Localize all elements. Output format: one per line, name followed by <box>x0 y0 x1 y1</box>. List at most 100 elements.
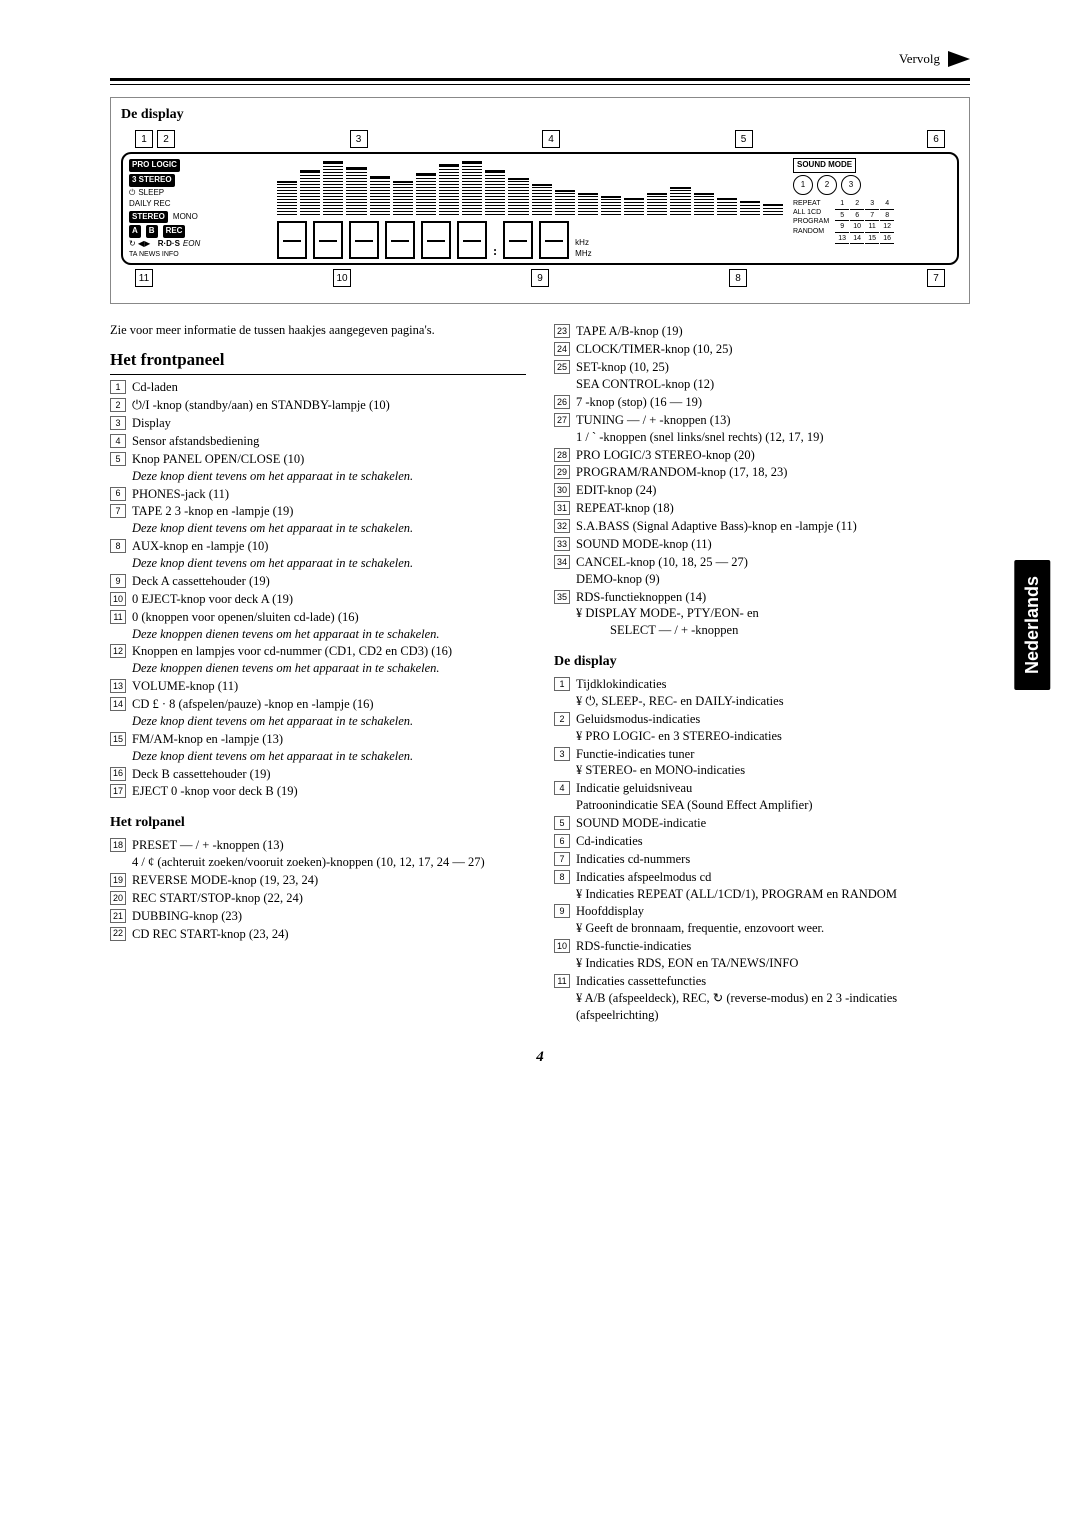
list-item: 1Tijdklokindicaties¥ ⏻, SLEEP-, REC- en … <box>554 676 970 710</box>
top-continuation: Vervolg <box>110 50 970 68</box>
item-body: Indicatie geluidsniveauPatroonindicatie … <box>576 780 970 814</box>
item-subline: ¥ Indicaties RDS, EON en TA/NEWS/INFO <box>576 955 970 972</box>
list-item: 21DUBBING-knop (23) <box>110 908 526 925</box>
list-item: 25SET-knop (10, 25)SEA CONTROL-knop (12) <box>554 359 970 393</box>
item-body: CANCEL-knop (10, 18, 25 — 27)DEMO-knop (… <box>576 554 970 588</box>
item-number: 5 <box>554 816 570 830</box>
item-number: 19 <box>110 873 126 887</box>
display-right-panel: SOUND MODE 1 2 3 REPEAT ALL 1CD PROGRAM … <box>787 154 957 263</box>
daily-rec-label: DAILY REC <box>129 199 171 210</box>
list-item: 4 Indicatie geluidsniveauPatroonindicatie… <box>554 780 970 814</box>
rightcol-list: 23 TAPE A/B-knop (19)24CLOCK/TIMER-knop (… <box>554 323 970 639</box>
item-body: REC START/STOP-knop (22, 24) <box>132 890 526 907</box>
rec-badge: REC <box>163 225 186 238</box>
item-body: SOUND MODE-indicatie <box>576 815 970 832</box>
item-number: 23 <box>554 324 570 338</box>
item-body: SOUND MODE-knop (11) <box>576 536 970 553</box>
item-body: SET-knop (10, 25)SEA CONTROL-knop (12) <box>576 359 970 393</box>
item-number: 1 <box>110 380 126 394</box>
list-item: 24CLOCK/TIMER-knop (10, 25) <box>554 341 970 358</box>
left-column: Zie voor meer informatie de tussen haakj… <box>110 322 526 1024</box>
list-item: 9Hoofddisplay¥ Geeft de bronnaam, freque… <box>554 903 970 937</box>
callouts-top: 1 2 3 4 5 6 <box>135 130 945 148</box>
item-body: 0 (knoppen voor openen/sluiten cd-lade) … <box>132 609 526 643</box>
grid-num: 16 <box>880 234 894 244</box>
item-subline: 1 / ` -knoppen (snel links/snel rechts) … <box>576 429 970 446</box>
language-tab: Nederlands <box>1014 560 1050 690</box>
item-number: 22 <box>110 927 126 941</box>
prologic-badge: PRO LOGIC <box>129 159 180 172</box>
intro-text: Zie voor meer informatie de tussen haakj… <box>110 322 526 339</box>
item-body: AUX-knop en -lampje (10)Deze knop dient … <box>132 538 526 572</box>
item-body: Knoppen en lampjes voor cd-nummer (CD1, … <box>132 643 526 677</box>
item-body: TAPE A/B-knop (19) <box>576 323 970 340</box>
list-item: 11Indicaties cassettefuncties¥ A/B (afsp… <box>554 973 970 1024</box>
vervolg-label: Vervolg <box>899 50 940 68</box>
mono-label: MONO <box>173 212 198 223</box>
list-item: 34CANCEL-knop (10, 18, 25 — 27)DEMO-knop… <box>554 554 970 588</box>
list-item: 19REVERSE MODE-knop (19, 23, 24) <box>110 872 526 889</box>
item-number: 11 <box>110 610 126 624</box>
item-body: CD REC START-knop (23, 24) <box>132 926 526 943</box>
page-number: 4 <box>110 1047 970 1067</box>
list-item: 11 0 (knoppen voor openen/sluiten cd-lade… <box>110 609 526 643</box>
grid-num: 7 <box>865 211 879 221</box>
grid-num: 6 <box>850 211 864 221</box>
item-subline: SELECT — / + -knoppen <box>576 622 970 639</box>
item-body: RDS-functieknoppen (14)¥ DISPLAY MODE-, … <box>576 589 970 640</box>
item-number: 7 <box>110 504 126 518</box>
list-item: 9 Deck A cassettehouder (19) <box>110 573 526 590</box>
item-body: FM/AM-knop en -lampje (13)Deze knop dien… <box>132 731 526 765</box>
all1cd-label: ALL 1CD <box>793 208 829 217</box>
item-number: 21 <box>110 909 126 923</box>
item-body: VOLUME-knop (11) <box>132 678 526 695</box>
callout: 9 <box>531 269 549 287</box>
grid-num: 5 <box>835 211 849 221</box>
item-number: 4 <box>554 781 570 795</box>
item-body: Cd-indicaties <box>576 833 970 850</box>
item-body: Display <box>132 415 526 432</box>
seven-seg-icon <box>457 221 487 259</box>
item-number: 29 <box>554 465 570 479</box>
item-body: PHONES-jack (11) <box>132 486 526 503</box>
item-number: 9 <box>554 904 570 918</box>
list-item: 32S.A.BASS (Signal Adaptive Bass)-knop e… <box>554 518 970 535</box>
item-note: Deze knoppen dienen tevens om het appara… <box>132 626 526 643</box>
list-item: 30EDIT-knop (24) <box>554 482 970 499</box>
grid-num: 15 <box>865 234 879 244</box>
display-frame: PRO LOGIC 3 STEREO ⏻ SLEEP DAILY REC STE… <box>121 152 959 265</box>
list-item: 2⏻/I -knop (standby/aan) en STANDBY-lamp… <box>110 397 526 414</box>
list-item: 13VOLUME-knop (11) <box>110 678 526 695</box>
list-item: 14CD £ · 8 (afspelen/pauze) -knop en -la… <box>110 696 526 730</box>
item-number: 3 <box>110 416 126 430</box>
item-body: Deck A cassettehouder (19) <box>132 573 526 590</box>
list-item: 7TAPE 2 3 -knop en -lampje (19)Deze knop… <box>110 503 526 537</box>
number-grid: 12345678910111213141516 <box>835 199 894 244</box>
display-section-title: De display <box>121 106 959 125</box>
item-subline: Patroonindicatie SEA (Sound Effect Ampli… <box>576 797 970 814</box>
item-note: Deze knoppen dienen tevens om het appara… <box>132 660 526 677</box>
item-number: 32 <box>554 519 570 533</box>
list-item: 2Geluidsmodus-indicaties¥ PRO LOGIC- en … <box>554 711 970 745</box>
display-diagram-box: De display 1 2 3 4 5 6 PRO LOGIC 3 STERE… <box>110 97 970 305</box>
list-item: 3Functie-indicaties tuner¥ STEREO- en MO… <box>554 746 970 780</box>
list-item: 100 EJECT-knop voor deck A (19) <box>110 591 526 608</box>
list-item: 20REC START/STOP-knop (22, 24) <box>110 890 526 907</box>
item-body: Tijdklokindicaties¥ ⏻, SLEEP-, REC- en D… <box>576 676 970 710</box>
grid-num: 10 <box>850 222 864 232</box>
item-subline: ¥ ⏻, SLEEP-, REC- en DAILY-indicaties <box>576 693 970 710</box>
list-item: 8AUX-knop en -lampje (10)Deze knop dient… <box>110 538 526 572</box>
list-item: 7Indicaties cd-nummers <box>554 851 970 868</box>
item-note: Deze knop dient tevens om het apparaat i… <box>132 748 526 765</box>
item-body: PRO LOGIC/3 STEREO-knop (20) <box>576 447 970 464</box>
item-number: 26 <box>554 395 570 409</box>
item-body: CD £ · 8 (afspelen/pauze) -knop en -lamp… <box>132 696 526 730</box>
item-number: 9 <box>110 574 126 588</box>
item-number: 28 <box>554 448 570 462</box>
item-number: 35 <box>554 590 570 604</box>
eon-label: EON <box>183 239 200 250</box>
item-body: ⏻/I -knop (standby/aan) en STANDBY-lampj… <box>132 397 526 414</box>
list-item: 15FM/AM-knop en -lampje (13)Deze knop di… <box>110 731 526 765</box>
callout: 4 <box>542 130 560 148</box>
list-item: 16Deck B cassettehouder (19) <box>110 766 526 783</box>
